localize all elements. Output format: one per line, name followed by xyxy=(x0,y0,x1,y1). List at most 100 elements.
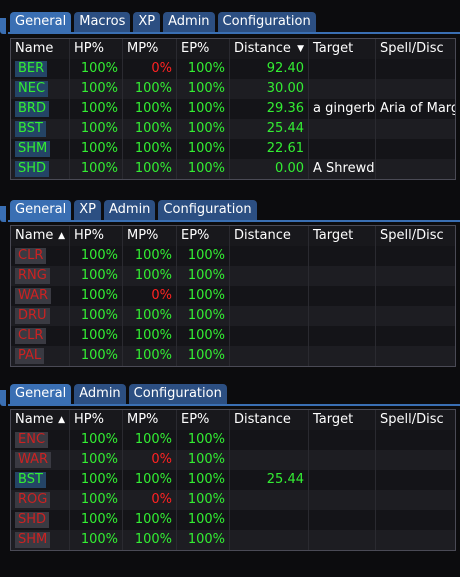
table-row[interactable]: RNG 100% 100% 100% xyxy=(11,266,455,286)
name-cell[interactable]: PAL xyxy=(11,346,70,366)
distance-value xyxy=(230,346,309,366)
class-name-button[interactable]: CLR xyxy=(15,328,47,344)
class-name-button[interactable]: BST xyxy=(15,472,46,488)
name-cell[interactable]: CLR xyxy=(11,326,70,346)
column-header-ep-[interactable]: EP% xyxy=(177,226,230,246)
table-row[interactable]: SHD 100% 100% 100% 0.00 A Shrewd xyxy=(11,159,455,179)
table-row[interactable]: SHM 100% 100% 100% xyxy=(11,530,455,550)
class-name-button[interactable]: ENC xyxy=(15,432,49,448)
name-cell[interactable]: ROG xyxy=(11,490,70,510)
tab-bar-underline xyxy=(8,220,460,222)
table-row[interactable]: BST 100% 100% 100% 25.44 xyxy=(11,119,455,139)
column-header-mp-[interactable]: MP% xyxy=(123,39,177,59)
table-row[interactable]: ROG 100% 0% 100% xyxy=(11,490,455,510)
table-row[interactable]: CLR 100% 100% 100% xyxy=(11,246,455,266)
class-name-button[interactable]: SHD xyxy=(15,512,50,528)
name-cell[interactable]: DRU xyxy=(11,306,70,326)
tab-macros[interactable]: Macros xyxy=(74,12,131,32)
table-row[interactable]: SHD 100% 100% 100% xyxy=(11,510,455,530)
class-name-button[interactable]: RNG xyxy=(15,268,50,284)
class-name-button[interactable]: BER xyxy=(15,61,48,77)
column-header-target[interactable]: Target xyxy=(309,39,376,59)
table-row[interactable]: SHM 100% 100% 100% 22.61 xyxy=(11,139,455,159)
column-header-distance[interactable]: Distance xyxy=(230,226,309,246)
table-row[interactable]: NEC 100% 100% 100% 30.00 xyxy=(11,79,455,99)
name-cell[interactable]: RNG xyxy=(11,266,70,286)
tab-admin[interactable]: Admin xyxy=(163,12,215,32)
tab-configuration[interactable]: Configuration xyxy=(217,12,316,32)
class-name-button[interactable]: SHD xyxy=(15,161,50,177)
column-header-name[interactable]: Name xyxy=(11,39,70,59)
column-header-label: Spell/Disc xyxy=(380,412,444,427)
class-name-button[interactable]: WAR xyxy=(15,452,52,468)
column-header-target[interactable]: Target xyxy=(309,410,376,430)
name-cell[interactable]: BST xyxy=(11,470,70,490)
name-cell[interactable]: CLR xyxy=(11,246,70,266)
tab-admin[interactable]: Admin xyxy=(74,384,126,404)
column-header-hp-[interactable]: HP% xyxy=(70,226,123,246)
table-row[interactable]: PAL 100% 100% 100% xyxy=(11,346,455,366)
tab-admin[interactable]: Admin xyxy=(103,200,156,220)
table-row[interactable]: WAR 100% 0% 100% xyxy=(11,286,455,306)
column-header-hp-[interactable]: HP% xyxy=(70,410,123,430)
column-header-ep-[interactable]: EP% xyxy=(177,39,230,59)
name-cell[interactable]: ENC xyxy=(11,430,70,450)
group-table: Name ▲ HP% MP% EP% Distance Target Spell/Disc EN… xyxy=(10,409,456,551)
column-header-name[interactable]: Name ▲ xyxy=(11,226,70,246)
class-name-button[interactable]: BST xyxy=(15,121,46,137)
spell-disc-value xyxy=(376,266,455,286)
name-cell[interactable]: SHD xyxy=(11,510,70,530)
column-header-spell-disc[interactable]: Spell/Disc xyxy=(376,410,455,430)
hp-value: 100% xyxy=(70,430,123,450)
tab-xp[interactable]: XP xyxy=(74,200,101,220)
class-name-button[interactable]: PAL xyxy=(15,348,45,364)
column-header-label: HP% xyxy=(74,228,104,243)
tab-configuration[interactable]: Configuration xyxy=(158,200,257,220)
name-cell[interactable]: BST xyxy=(11,119,70,139)
column-header-target[interactable]: Target xyxy=(309,226,376,246)
distance-value xyxy=(230,450,309,470)
hp-value: 100% xyxy=(70,490,123,510)
tab-configuration[interactable]: Configuration xyxy=(128,384,227,404)
tab-general[interactable]: General xyxy=(10,12,72,32)
table-row[interactable]: BRD 100% 100% 100% 29.36 a gingerbr Aria of Ma… xyxy=(11,99,455,119)
sort-descending-icon: ▼ xyxy=(297,44,304,54)
distance-value: 92.40 xyxy=(230,59,309,79)
name-cell[interactable]: WAR xyxy=(11,286,70,306)
column-header-distance[interactable]: Distance ▼ xyxy=(230,39,309,59)
name-cell[interactable]: WAR xyxy=(11,450,70,470)
name-cell[interactable]: SHM xyxy=(11,139,70,159)
column-header-ep-[interactable]: EP% xyxy=(177,410,230,430)
table-row[interactable]: DRU 100% 100% 100% xyxy=(11,306,455,326)
class-name-button[interactable]: DRU xyxy=(15,308,50,324)
class-name-button[interactable]: ROG xyxy=(15,492,51,508)
tab-general[interactable]: General xyxy=(10,200,72,220)
class-name-button[interactable]: SHM xyxy=(15,532,51,548)
column-header-name[interactable]: Name ▲ xyxy=(11,410,70,430)
name-cell[interactable]: BRD xyxy=(11,99,70,119)
tab-general[interactable]: General xyxy=(10,384,72,404)
class-name-button[interactable]: NEC xyxy=(15,81,49,97)
column-header-distance[interactable]: Distance xyxy=(230,410,309,430)
table-row[interactable]: BST 100% 100% 100% 25.44 xyxy=(11,470,455,490)
table-row[interactable]: WAR 100% 0% 100% xyxy=(11,450,455,470)
table-row[interactable]: BER 100% 0% 100% 92.40 xyxy=(11,59,455,79)
name-cell[interactable]: NEC xyxy=(11,79,70,99)
column-header-spell-disc[interactable]: Spell/Disc xyxy=(376,226,455,246)
class-name-button[interactable]: SHM xyxy=(15,141,51,157)
column-header-spell-disc[interactable]: Spell/Disc xyxy=(376,39,455,59)
class-name-button[interactable]: BRD xyxy=(15,101,49,117)
class-name-button[interactable]: CLR xyxy=(15,248,47,264)
name-cell[interactable]: SHD xyxy=(11,159,70,179)
column-header-label: Distance xyxy=(234,412,291,427)
tab-xp[interactable]: XP xyxy=(133,12,161,32)
table-row[interactable]: CLR 100% 100% 100% xyxy=(11,326,455,346)
column-header-mp-[interactable]: MP% xyxy=(123,226,177,246)
column-header-mp-[interactable]: MP% xyxy=(123,410,177,430)
column-header-hp-[interactable]: HP% xyxy=(70,39,123,59)
name-cell[interactable]: BER xyxy=(11,59,70,79)
class-name-button[interactable]: WAR xyxy=(15,288,52,304)
table-row[interactable]: ENC 100% 100% 100% xyxy=(11,430,455,450)
name-cell[interactable]: SHM xyxy=(11,530,70,550)
window-corner-accent xyxy=(0,18,6,34)
